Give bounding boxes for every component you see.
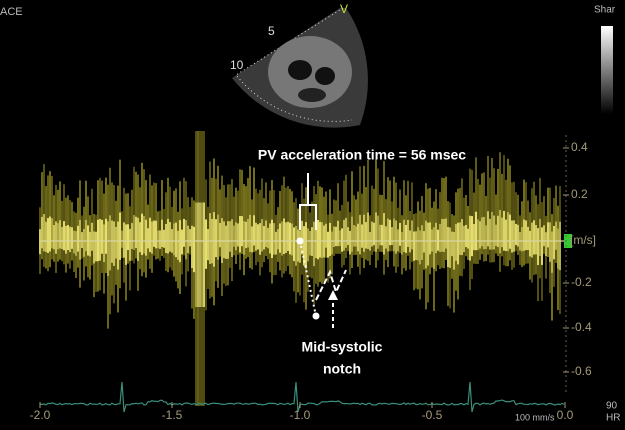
ecg-trace: [39, 381, 565, 413]
time-tick-label: -1.0: [290, 408, 311, 422]
time-tick-label: -2.0: [30, 408, 51, 422]
mode-label: ACE: [0, 6, 23, 18]
sector-marker: V: [340, 2, 348, 16]
notch-annotation: notch: [323, 361, 361, 377]
baseline-marker: [564, 234, 572, 248]
arrow-head: [328, 290, 338, 300]
chamber: [315, 67, 335, 85]
velocity-unit: [m/s]: [570, 233, 596, 247]
hr-value: 90: [606, 401, 618, 412]
velocity-tick-label: -0.4: [571, 320, 592, 334]
chamber: [298, 88, 326, 102]
time-tick-label: -0.5: [422, 408, 443, 422]
notch-outline: [315, 269, 347, 301]
time-tick-label: -1.5: [162, 408, 183, 422]
notch-annotation: Mid-systolic: [302, 339, 383, 355]
velocity-tick-label: 0.2: [571, 187, 588, 201]
bracket: [299, 204, 317, 230]
gray-bar: [601, 26, 613, 114]
velocity-tick-label: -0.6: [571, 364, 592, 378]
velocity-tick-label: -0.2: [571, 275, 592, 289]
sweep-speed: 100 mm/s: [515, 412, 555, 422]
velocity-tick-label: 0.4: [571, 140, 588, 154]
menu-label: Shar: [594, 5, 616, 16]
acceleration-annotation: PV acceleration time = 56 msec: [258, 147, 466, 163]
chamber: [288, 60, 312, 80]
depth-label: 5: [268, 24, 275, 38]
depth-label: 10: [230, 58, 244, 72]
time-tick-label: 0.0: [557, 408, 574, 422]
hr-label: HR: [606, 413, 620, 424]
